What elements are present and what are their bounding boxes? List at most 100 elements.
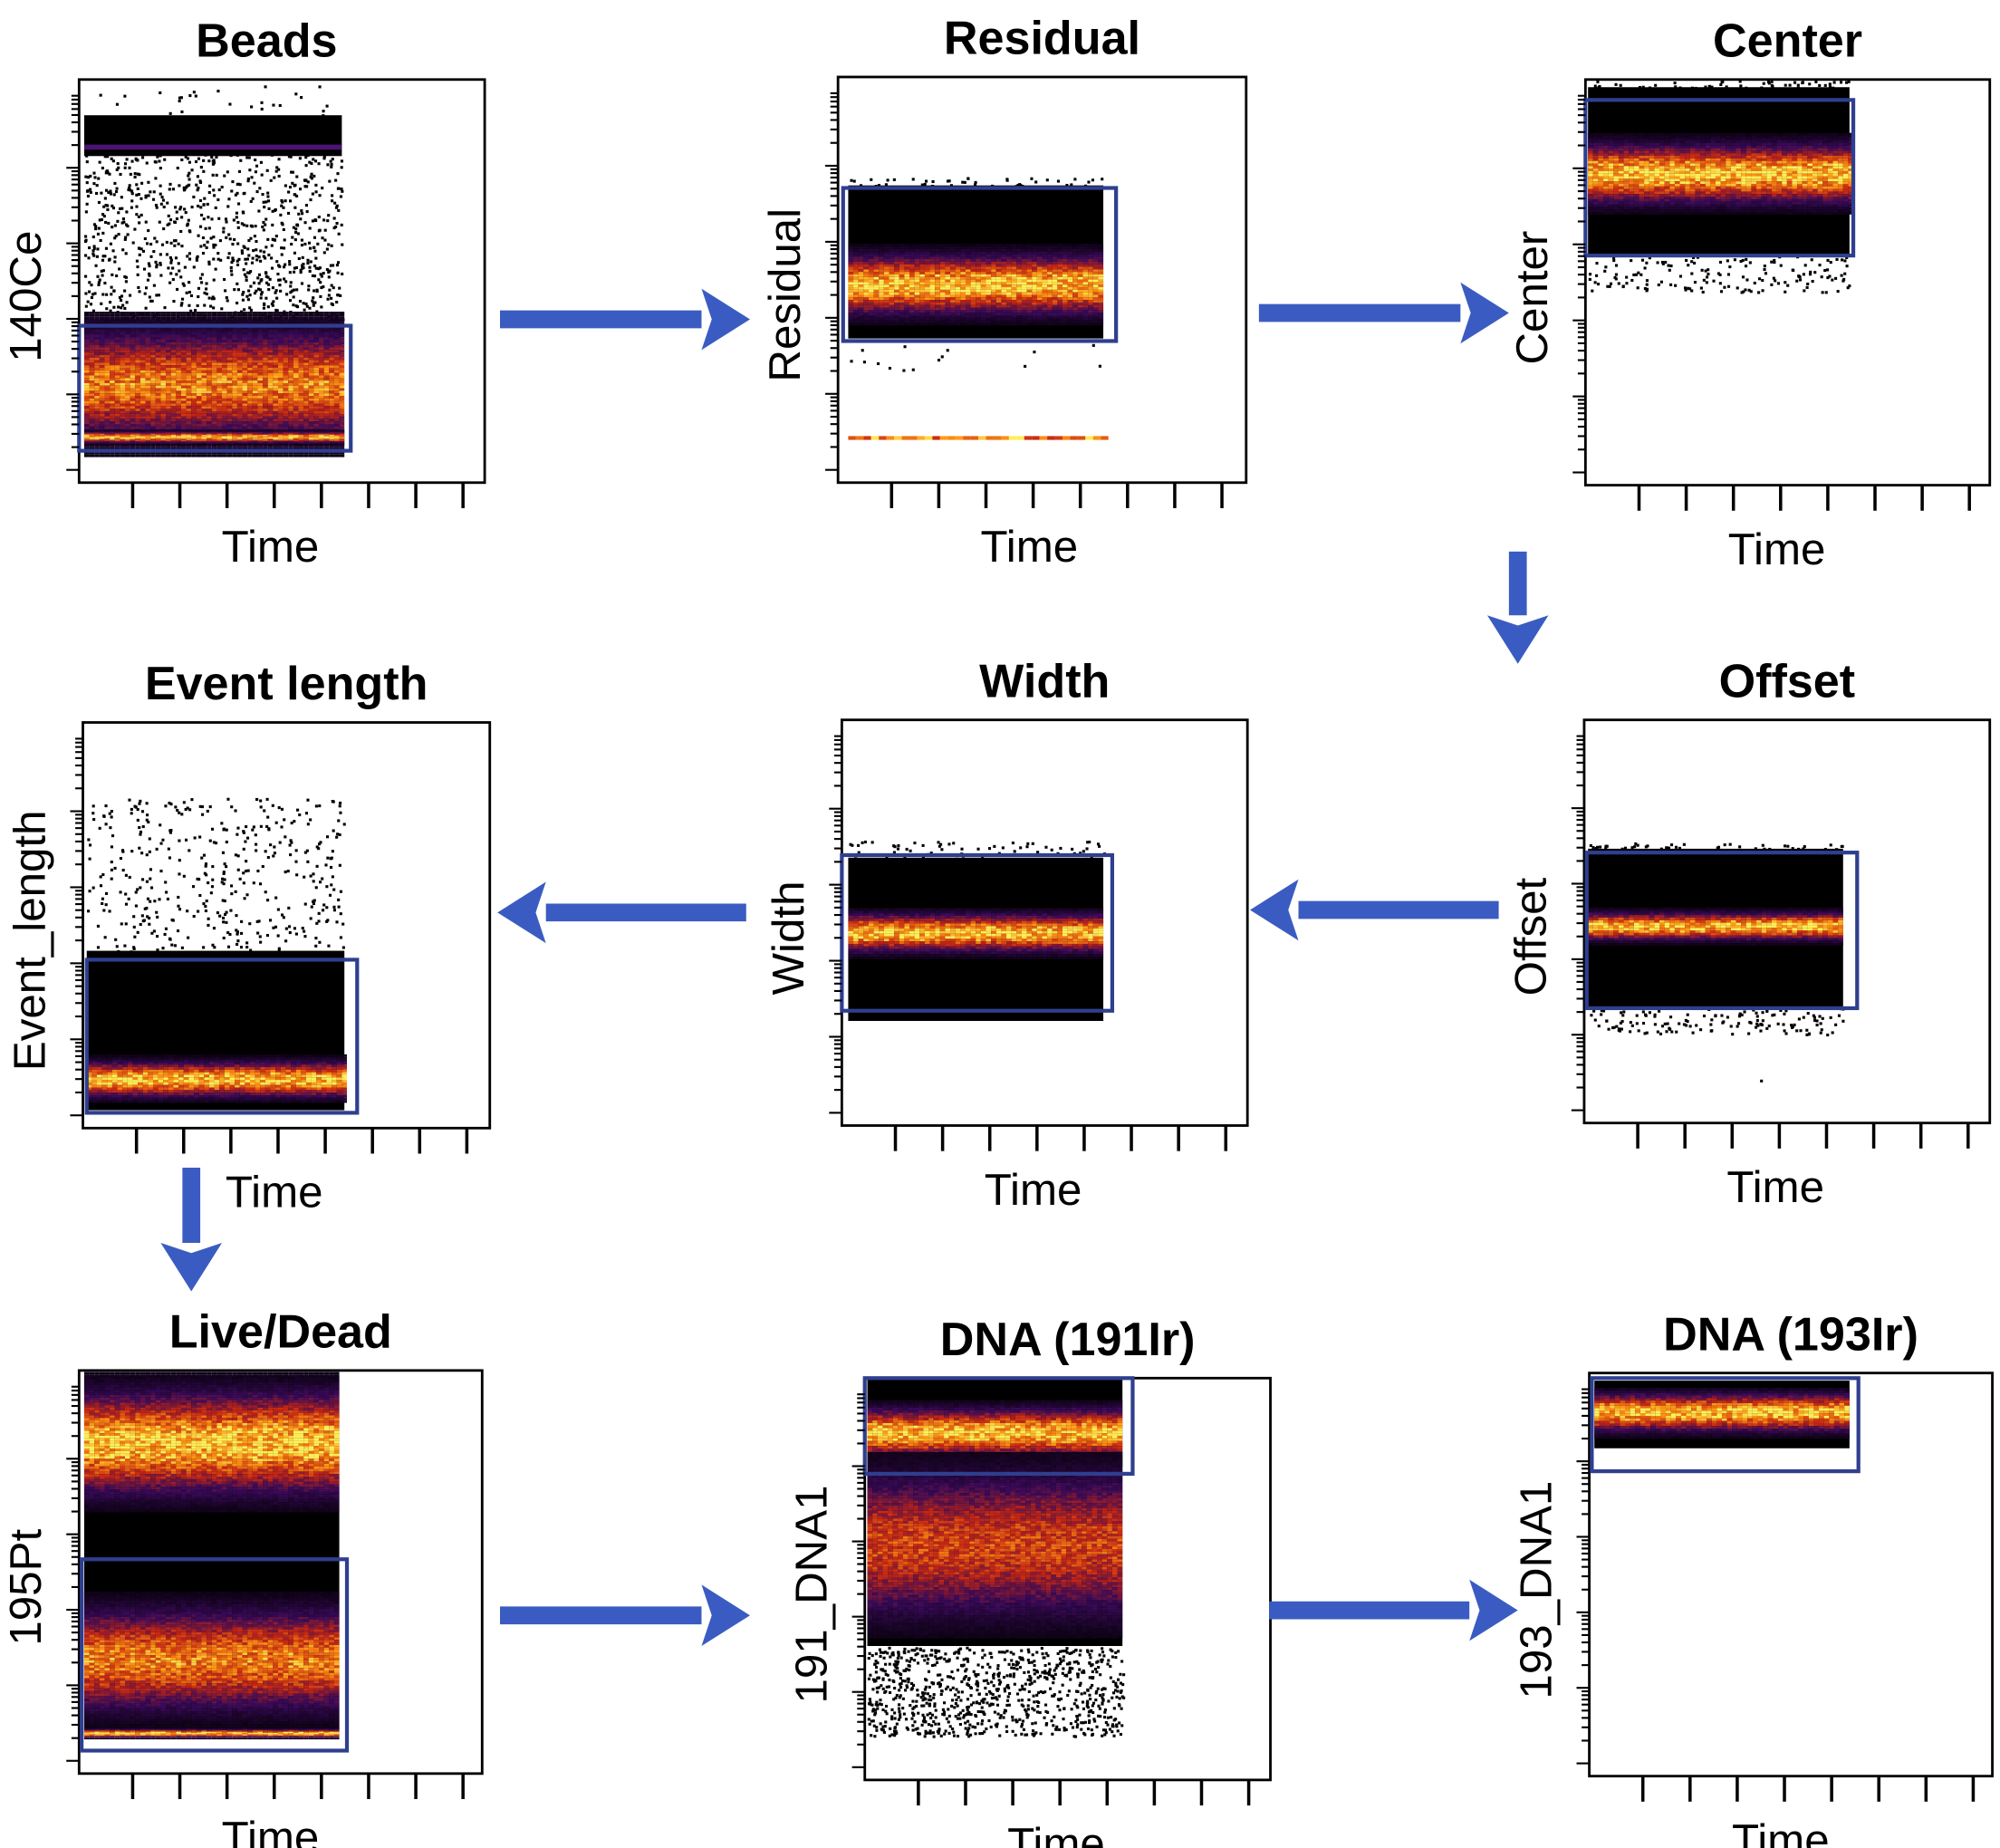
density-cell: [257, 314, 263, 317]
event-dot: [125, 280, 128, 283]
density-cell: [273, 348, 278, 351]
density-cell: [120, 320, 125, 322]
density-cell: [268, 365, 274, 368]
density-cell: [201, 320, 207, 322]
event-dot: [295, 176, 298, 178]
event-dot: [161, 244, 164, 246]
density-cell: [293, 362, 299, 365]
event-dot: [293, 295, 295, 298]
density-cell: [222, 334, 227, 337]
event-dot: [162, 227, 165, 230]
event-dot: [274, 208, 277, 211]
density-cell: [84, 365, 90, 368]
event-dot: [87, 256, 90, 259]
density-cell: [243, 337, 248, 340]
density-cell: [232, 314, 237, 317]
density-cell: [197, 337, 202, 340]
density-cell: [115, 317, 120, 320]
density-cell: [90, 330, 95, 332]
density-cell: [329, 352, 334, 355]
density-cell: [150, 345, 156, 348]
density-cell: [263, 337, 268, 340]
density-cell: [84, 334, 90, 337]
event-dot: [339, 294, 341, 297]
event-dot: [263, 303, 265, 306]
density-cell: [181, 368, 187, 371]
density-cell: [181, 312, 187, 314]
density-cell: [247, 320, 253, 322]
density-cell: [334, 350, 340, 352]
density-cell: [313, 365, 319, 368]
density-cell: [303, 340, 309, 342]
density-cell: [299, 362, 304, 365]
density-cell: [216, 317, 222, 320]
density-cell: [90, 320, 95, 322]
event-dot: [84, 176, 87, 178]
density-cell: [243, 350, 248, 352]
event-dot: [119, 207, 121, 210]
density-cell: [263, 314, 268, 317]
density-cell: [150, 340, 156, 342]
density-cell: [299, 340, 304, 342]
density-cell: [313, 334, 319, 337]
density-cell: [176, 317, 181, 320]
event-dot: [88, 246, 91, 249]
density-cell: [212, 350, 217, 352]
density-cell: [90, 340, 95, 342]
density-cell: [120, 342, 125, 345]
density-cell: [135, 355, 140, 358]
event-dot: [188, 304, 190, 307]
density-cell: [268, 340, 274, 342]
event-dot: [250, 225, 253, 227]
density-cell: [237, 368, 243, 371]
density-cell: [191, 334, 197, 337]
event-dot: [138, 246, 140, 249]
density-cell: [329, 358, 334, 361]
event-dot: [323, 239, 326, 242]
density-cell: [160, 314, 166, 317]
event-dot: [124, 167, 127, 169]
density-cell: [303, 358, 309, 361]
density-cell: [176, 352, 181, 355]
event-dot: [243, 268, 245, 271]
density-cell: [104, 345, 110, 348]
density-cell: [299, 317, 304, 320]
density-cell: [104, 368, 110, 371]
event-dot: [264, 271, 267, 274]
density-cell: [120, 365, 125, 368]
density-cell: [160, 355, 166, 358]
density-cell: [146, 352, 151, 355]
density-cell: [140, 330, 146, 332]
density-cell: [253, 312, 258, 314]
event-dot: [186, 292, 188, 294]
event-dot: [319, 281, 322, 284]
density-cell: [135, 337, 140, 340]
density-cell: [303, 342, 309, 345]
event-dot: [93, 247, 96, 250]
density-cell: [156, 312, 161, 314]
event-dot: [119, 173, 121, 176]
event-dot: [118, 233, 120, 236]
density-cell: [150, 362, 156, 365]
event-dot: [243, 192, 245, 195]
event-dot: [112, 207, 115, 209]
density-cell: [263, 320, 268, 322]
event-dot: [96, 255, 99, 258]
density-cell: [303, 320, 309, 322]
density-cell: [334, 355, 340, 358]
event-dot: [266, 195, 269, 197]
event-dot: [294, 92, 297, 95]
event-dot: [202, 159, 205, 162]
event-dot: [169, 256, 172, 259]
event-dot: [112, 306, 115, 309]
event-dot: [247, 298, 250, 301]
density-cell: [278, 342, 284, 345]
event-dot: [200, 281, 203, 284]
density-cell: [125, 332, 130, 335]
event-dot: [261, 226, 264, 228]
event-dot: [199, 277, 202, 280]
density-cell: [232, 355, 237, 358]
density-cell: [150, 342, 156, 345]
density-cell: [299, 355, 304, 358]
density-cell: [324, 337, 330, 340]
